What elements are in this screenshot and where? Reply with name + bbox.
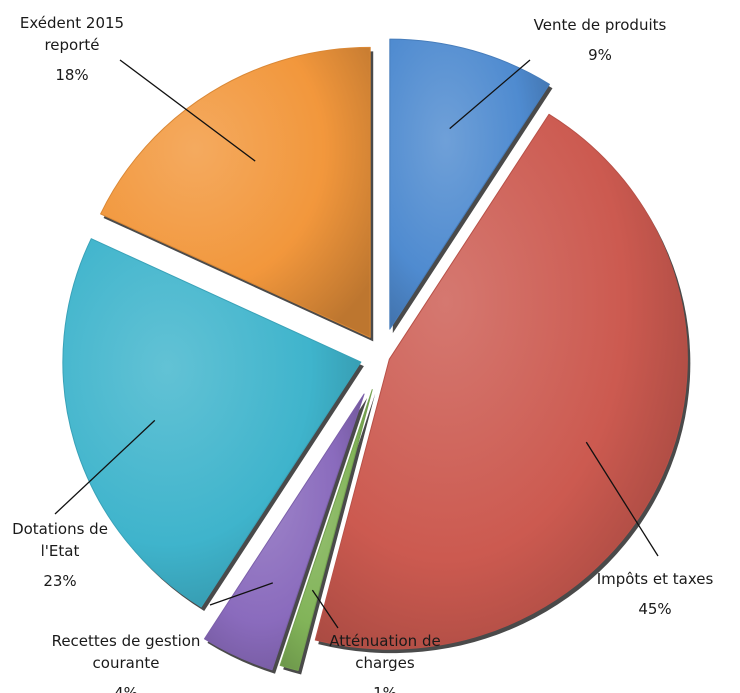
pie-slice-1 (314, 113, 688, 650)
slice-percent-label-0: 9% (588, 46, 612, 64)
labels-layer: Vente de produits 9% Impôts et taxes 45% Att… (12, 14, 713, 693)
slice-percent-label-3: 4% (114, 684, 138, 693)
pie-slice-0 (389, 38, 550, 330)
slice-label-3-line-0: Recettes de gestion (52, 632, 201, 650)
leader-line-5 (119, 59, 256, 162)
leader-line-0 (449, 59, 531, 130)
slice-label-1-line-0: Impôts et taxes (597, 570, 714, 588)
slice-label-3-line-1: courante (93, 654, 160, 672)
slice-label-4-line-1: l'Etat (41, 542, 80, 560)
leader-line-3 (209, 582, 274, 606)
pie-slice-2 (279, 389, 373, 671)
pie-slice-4 (62, 238, 362, 608)
pie-slice-5 (100, 46, 371, 338)
leader-line-2 (311, 589, 339, 629)
slice-label-0-line-0: Vente de produits (534, 16, 667, 34)
slice-percent-label-4: 23% (43, 572, 76, 590)
slice-label-2-line-1: charges (355, 654, 415, 672)
slices-layer (62, 38, 691, 675)
pie-slice-3 (203, 393, 365, 671)
leader-lines (54, 59, 659, 629)
slice-percent-label-5: 18% (55, 66, 88, 84)
slice-label-5-line-0: Exédent 2015 (20, 14, 124, 32)
slice-label-4-line-0: Dotations de (12, 520, 108, 538)
slice-label-5-line-1: reporté (44, 36, 99, 54)
slice-percent-label-2: 1% (373, 684, 397, 693)
leader-line-1 (585, 441, 659, 557)
leader-line-4 (54, 419, 156, 515)
slice-percent-label-1: 45% (638, 600, 671, 618)
slice-label-2-line-0: Atténuation de (329, 632, 440, 650)
